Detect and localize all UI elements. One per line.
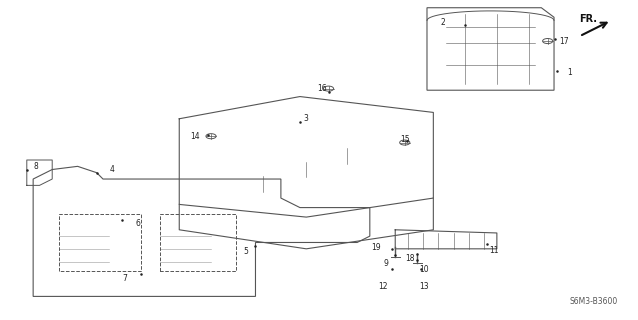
Text: 14: 14 — [190, 132, 200, 141]
Text: 10: 10 — [419, 265, 429, 274]
Text: 6: 6 — [135, 219, 140, 228]
Text: 9: 9 — [383, 259, 388, 268]
Text: 5: 5 — [244, 247, 248, 257]
Text: 19: 19 — [371, 243, 381, 252]
Text: 3: 3 — [304, 114, 309, 123]
Text: 11: 11 — [489, 246, 498, 255]
Text: 15: 15 — [400, 135, 410, 144]
Text: 17: 17 — [559, 36, 568, 45]
Text: 16: 16 — [317, 84, 327, 93]
Text: 13: 13 — [419, 282, 429, 292]
Text: S6M3-B3600: S6M3-B3600 — [569, 297, 618, 306]
Text: 8: 8 — [34, 162, 39, 171]
Text: 4: 4 — [110, 165, 115, 174]
Text: 18: 18 — [405, 254, 415, 263]
Text: 2: 2 — [440, 18, 445, 27]
Text: 1: 1 — [568, 68, 572, 77]
Text: FR.: FR. — [579, 14, 597, 24]
Text: 7: 7 — [123, 275, 128, 284]
Text: 12: 12 — [378, 282, 387, 292]
